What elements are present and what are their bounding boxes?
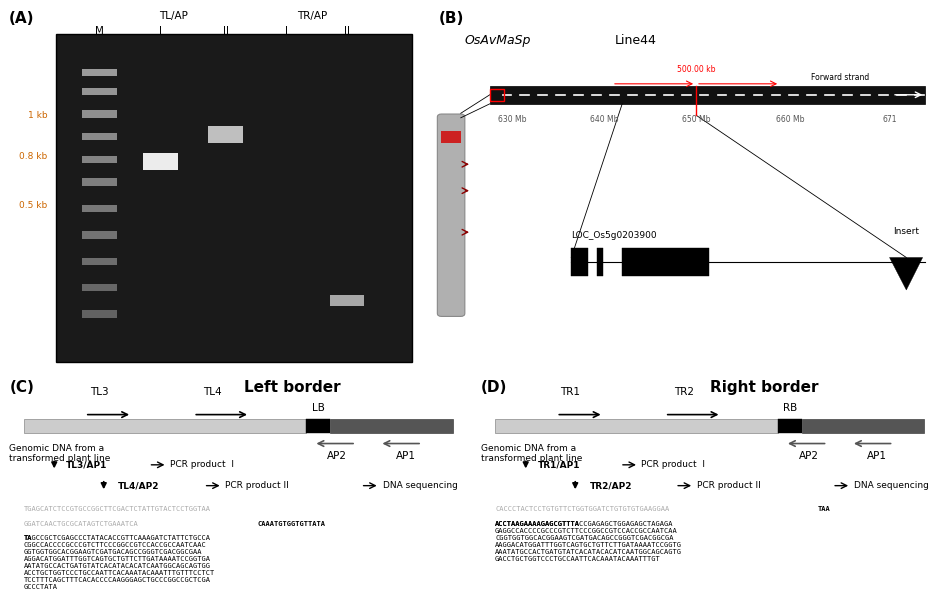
Text: Insert: Insert	[893, 227, 919, 236]
Text: RB: RB	[783, 403, 797, 414]
Bar	[82, 311, 117, 318]
Text: 500.00 kb: 500.00 kb	[677, 65, 716, 74]
Bar	[82, 205, 117, 212]
Bar	[597, 248, 603, 276]
Text: CACCCTACTCCTGTGTTCTGGTGGATCTGTGTGTGAAGGAA: CACCCTACTCCTGTGTTCTGGTGGATCTGTGTGTGAAGGA…	[495, 506, 670, 512]
Text: TL4: TL4	[203, 387, 222, 397]
Text: GGATCAACTGCGCATAGTCTGAAATCA: GGATCAACTGCGCATAGTCTGAAATCA	[24, 521, 139, 527]
Text: II: II	[344, 26, 350, 37]
Bar	[57, 34, 412, 362]
Text: (C): (C)	[9, 380, 34, 395]
Text: TR2/AP2: TR2/AP2	[589, 481, 632, 490]
Text: CAAATGTGGTGTTATA: CAAATGTGGTGTTATA	[257, 521, 325, 527]
Text: TR1: TR1	[560, 387, 581, 397]
Text: (D): (D)	[481, 380, 507, 395]
Text: TAGCCGCTCGAGCCCTATACACCGTTCAAAGATCTATTCTGCCA
CGGCCACCCCGCCCGTCTTCCCGGCCGTCCACCGC: TAGCCGCTCGAGCCCTATACACCGTTCAAAGATCTATTCT…	[24, 535, 215, 590]
Text: TA: TA	[24, 535, 32, 541]
Text: AP2: AP2	[327, 451, 347, 461]
Text: I: I	[159, 26, 162, 37]
Text: 0.8 kb: 0.8 kb	[20, 152, 48, 161]
Text: AP2: AP2	[799, 451, 819, 461]
Bar	[82, 88, 117, 95]
Bar	[82, 231, 117, 239]
Text: TL4/AP2: TL4/AP2	[118, 481, 159, 490]
Text: TR/AP: TR/AP	[297, 12, 327, 21]
Bar	[802, 419, 924, 433]
Text: TL3: TL3	[90, 387, 108, 397]
Text: TR2: TR2	[673, 387, 694, 397]
Polygon shape	[889, 258, 922, 290]
Text: Right border: Right border	[709, 380, 819, 395]
Bar	[143, 153, 178, 170]
Text: I: I	[285, 26, 288, 37]
Text: (B): (B)	[438, 12, 464, 26]
Text: TL/AP: TL/AP	[159, 12, 188, 21]
Text: AP1: AP1	[867, 451, 887, 461]
Bar	[330, 295, 364, 306]
Text: PCR product II: PCR product II	[697, 481, 761, 490]
Bar	[571, 248, 587, 276]
Text: Left border: Left border	[244, 380, 340, 395]
Text: TGAGCATCTCCGTGCCGGCTTCGACTCTATTGTACTCCTGGTAA: TGAGCATCTCCGTGCCGGCTTCGACTCTATTGTACTCCTG…	[24, 506, 210, 512]
Bar	[330, 419, 453, 433]
Text: Genomic DNA from a
transformed plant line: Genomic DNA from a transformed plant lin…	[9, 443, 111, 463]
Text: 650 Mb: 650 Mb	[682, 115, 710, 124]
Bar	[441, 132, 461, 144]
Bar	[82, 155, 117, 163]
Bar	[208, 127, 243, 144]
Text: LB: LB	[312, 403, 324, 414]
Text: DNA sequencing: DNA sequencing	[854, 481, 929, 490]
Bar	[82, 133, 117, 141]
Text: 630 Mb: 630 Mb	[499, 115, 527, 124]
Bar	[24, 419, 306, 433]
Text: TL3/AP1: TL3/AP1	[66, 460, 108, 470]
Text: 1 kb: 1 kb	[28, 111, 48, 119]
Text: DNA sequencing: DNA sequencing	[383, 481, 457, 490]
Text: TR1/AP1: TR1/AP1	[538, 460, 580, 470]
Bar	[489, 86, 925, 104]
Text: M: M	[95, 26, 105, 37]
Bar	[82, 284, 117, 292]
Bar	[82, 258, 117, 265]
Text: TAA: TAA	[818, 506, 831, 512]
Text: ACCTAAGAAAAGAGCGTTTACCGAGAGCTGGAGAGCTAGAGA
GAGGCCACCCCGCCCGTCTTCCCGGCCGTCCACCGCC: ACCTAAGAAAAGAGCGTTTACCGAGAGCTGGAGAGCTAGA…	[495, 521, 682, 561]
Text: II: II	[223, 26, 228, 37]
Bar	[489, 89, 505, 101]
Bar	[82, 110, 117, 118]
Text: Genomic DNA from a
transformed plant line: Genomic DNA from a transformed plant lin…	[481, 443, 583, 463]
Text: PCR product II: PCR product II	[225, 481, 290, 490]
Text: LOC_Os5g0203900: LOC_Os5g0203900	[571, 231, 657, 240]
Text: PCR product  I: PCR product I	[170, 460, 234, 470]
FancyBboxPatch shape	[438, 114, 465, 317]
Text: (A): (A)	[8, 12, 34, 26]
Bar	[82, 178, 117, 186]
Bar	[495, 419, 778, 433]
Bar	[306, 419, 330, 433]
Text: PCR product  I: PCR product I	[641, 460, 705, 470]
Bar	[778, 419, 802, 433]
Text: OsAvMaSp: OsAvMaSp	[464, 34, 531, 47]
Bar	[622, 248, 709, 276]
Text: AP1: AP1	[395, 451, 416, 461]
Text: ACCTAAGAAAAGAGCGTTTA: ACCTAAGAAAAGAGCGTTTA	[495, 521, 580, 527]
Text: 640 Mb: 640 Mb	[590, 115, 619, 124]
Bar	[82, 69, 117, 76]
Text: 660 Mb: 660 Mb	[776, 115, 804, 124]
Text: 671: 671	[883, 115, 897, 124]
Text: Forward strand: Forward strand	[811, 73, 869, 82]
Text: 0.5 kb: 0.5 kb	[20, 202, 48, 210]
Text: Line44: Line44	[615, 34, 656, 47]
